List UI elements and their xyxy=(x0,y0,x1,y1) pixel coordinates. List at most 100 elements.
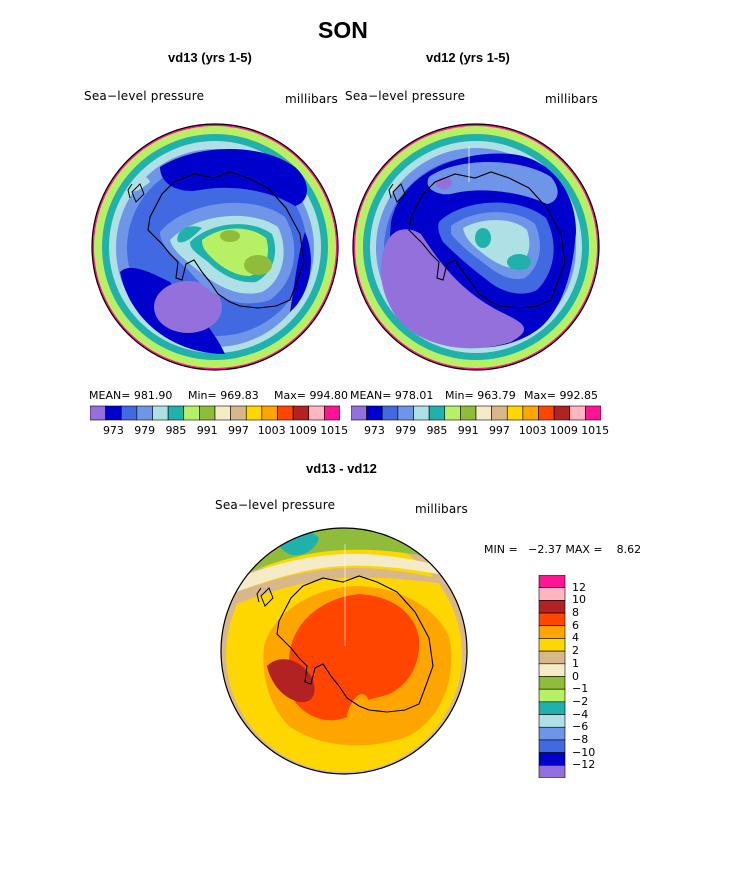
colorbar-swatch xyxy=(230,405,247,421)
panel-2-mean: MEAN= 978.01 xyxy=(350,389,434,402)
panel-1-variable-label: Sea−level pressure xyxy=(84,89,205,103)
colorbar-swatch xyxy=(292,405,310,421)
colorbar-swatch xyxy=(444,405,461,421)
colorbar-swatch xyxy=(538,701,566,715)
colorbar-tick-label: 0 xyxy=(572,669,579,683)
colorbar-tick-label: 979 xyxy=(395,424,417,437)
panel-1-colorbar xyxy=(90,405,340,421)
colorbar-tick-label: 12 xyxy=(572,580,586,594)
colorbar-swatch xyxy=(381,405,399,421)
colorbar-swatch xyxy=(538,676,566,690)
colorbar-swatch xyxy=(199,405,216,421)
colorbar-tick-label: 973 xyxy=(363,424,385,437)
colorbar-swatch xyxy=(491,405,508,421)
colorbar-swatch xyxy=(553,405,571,421)
colorbar-swatch xyxy=(522,405,539,421)
colorbar-swatch xyxy=(538,575,566,588)
colorbar-swatch xyxy=(538,663,566,677)
panel-1-colorbar-ticks: 973 979 985 991 997 1003 1009 1015 xyxy=(90,424,348,438)
colorbar-swatch xyxy=(569,405,586,421)
colorbar-swatch xyxy=(538,587,566,601)
colorbar-swatch xyxy=(538,650,566,665)
colorbar-tick-label: 1003 xyxy=(257,424,286,437)
colorbar-tick-label: 985 xyxy=(165,424,187,437)
colorbar-swatch xyxy=(538,739,566,753)
panel-1-max: Max= 994.80 xyxy=(274,389,348,402)
colorbar-swatch xyxy=(413,405,430,421)
colorbar-tick-label: 10 xyxy=(572,593,586,607)
colorbar-tick-label: 979 xyxy=(134,424,156,437)
colorbar-swatch xyxy=(538,405,555,421)
colorbar-swatch xyxy=(585,405,601,421)
panel-2-variable-label: Sea−level pressure xyxy=(345,89,466,103)
colorbar-swatch xyxy=(397,405,414,421)
colorbar-tick-label: −8 xyxy=(572,732,589,746)
colorbar-tick-label: 991 xyxy=(457,424,479,437)
colorbar-swatch xyxy=(277,405,294,421)
colorbar-swatch xyxy=(308,405,325,421)
colorbar-tick-label: −12 xyxy=(572,758,596,772)
colorbar-tick-label: 8 xyxy=(572,606,579,620)
colorbar-tick-label: 1015 xyxy=(581,424,610,437)
page-title: SON xyxy=(318,17,368,43)
colorbar-tick-label: 2 xyxy=(572,644,579,658)
colorbar-swatch xyxy=(351,405,367,421)
colorbar-swatch xyxy=(120,405,138,421)
colorbar-tick-label: −2 xyxy=(572,694,589,708)
panel-2-units-label: millibars xyxy=(545,92,598,106)
colorbar-swatch xyxy=(152,405,169,421)
panel-3-units-label: millibars xyxy=(415,502,468,516)
colorbar-swatch xyxy=(105,405,122,421)
colorbar-swatch xyxy=(538,765,566,778)
colorbar-swatch xyxy=(538,688,566,703)
colorbar-tick-label: 991 xyxy=(196,424,218,437)
colorbar-swatch xyxy=(538,612,566,627)
panel-3-polar-map xyxy=(220,527,468,775)
colorbar-swatch xyxy=(183,405,200,421)
colorbar-tick-label: 997 xyxy=(488,424,510,437)
colorbar-swatch xyxy=(245,405,263,421)
colorbar-swatch xyxy=(538,726,566,741)
colorbar-swatch xyxy=(538,714,566,728)
colorbar-tick-label: 985 xyxy=(426,424,448,437)
colorbar-swatch xyxy=(214,405,231,421)
colorbar-swatch xyxy=(475,405,492,421)
panel-3-minmax: MIN = −2.37 MAX = 8.62 xyxy=(484,543,642,556)
colorbar-swatch xyxy=(538,752,566,766)
colorbar-swatch xyxy=(261,405,278,421)
colorbar-swatch xyxy=(538,625,566,639)
panel-2-title: vd12 (yrs 1-5) xyxy=(426,50,510,65)
panel-2-colorbar xyxy=(351,405,601,421)
colorbar-swatch xyxy=(428,405,446,421)
colorbar-swatch xyxy=(324,405,340,421)
panel-3-colorbar-ticks: 12 10 8 6 4 2 1 0 −1 −2 −4 −6 −8 −10 −12 xyxy=(572,575,612,778)
panel-1-min: Min= 969.83 xyxy=(188,389,259,402)
colorbar-swatch xyxy=(136,405,153,421)
colorbar-tick-label: −1 xyxy=(572,682,589,696)
colorbar-swatch xyxy=(538,600,566,614)
colorbar-tick-label: −10 xyxy=(572,745,596,759)
panel-3-title: vd13 - vd12 xyxy=(306,461,377,476)
colorbar-swatch xyxy=(460,405,477,421)
colorbar-swatch xyxy=(366,405,383,421)
colorbar-tick-label: −6 xyxy=(572,720,589,734)
colorbar-tick-label: 1003 xyxy=(518,424,547,437)
colorbar-tick-label: 1009 xyxy=(288,424,317,437)
colorbar-swatch xyxy=(506,405,524,421)
colorbar-tick-label: 6 xyxy=(572,618,579,632)
colorbar-tick-label: 973 xyxy=(102,424,124,437)
colorbar-tick-label: 1015 xyxy=(320,424,349,437)
panel-2-max: Max= 992.85 xyxy=(524,389,598,402)
panel-1-polar-map xyxy=(91,123,339,371)
panel-3-variable-label: Sea−level pressure xyxy=(215,498,336,512)
colorbar-tick-label: 1009 xyxy=(549,424,578,437)
panel-2-colorbar-ticks: 973 979 985 991 997 1003 1009 1015 xyxy=(351,424,609,438)
panel-1-mean: MEAN= 981.90 xyxy=(89,389,173,402)
colorbar-tick-label: −4 xyxy=(572,707,589,721)
colorbar-swatch xyxy=(167,405,185,421)
panel-1-title: vd13 (yrs 1-5) xyxy=(168,50,252,65)
colorbar-swatch xyxy=(538,638,566,652)
colorbar-tick-label: 1 xyxy=(572,656,579,670)
colorbar-tick-label: 4 xyxy=(572,631,579,645)
panel-2-polar-map xyxy=(352,123,600,371)
